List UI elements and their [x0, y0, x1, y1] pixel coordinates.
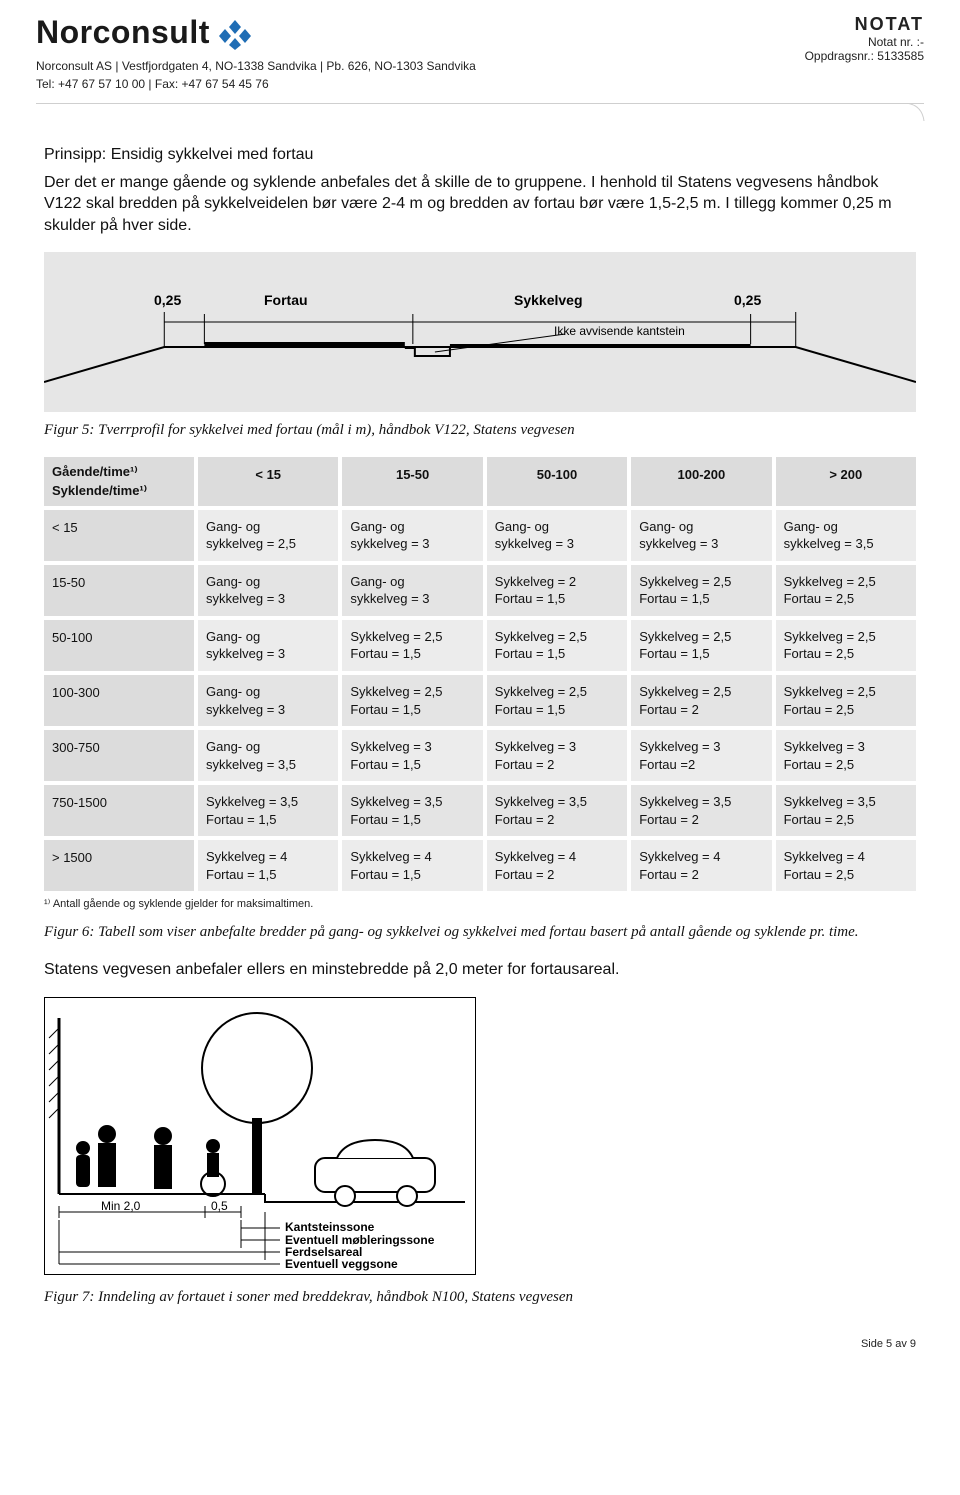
table-cell: Sykkelveg = 3,5 Fortau = 2,5 — [776, 785, 916, 836]
table-cell: Sykkelveg = 2,5 Fortau = 1,5 — [342, 675, 482, 726]
table-cell: Gang- og sykkelveg = 3 — [487, 510, 627, 561]
table-cell: Sykkelveg = 3 Fortau = 1,5 — [342, 730, 482, 781]
table-cell: Sykkelveg = 4 Fortau = 1,5 — [342, 840, 482, 891]
table-row-header: 300-750 — [44, 730, 194, 781]
table-cell: Gang- og sykkelveg = 3 — [198, 675, 338, 726]
table-col-header: 50-100 — [487, 457, 627, 505]
fig5-left-shoulder: 0,25 — [154, 292, 181, 308]
header-rule-curve — [36, 104, 924, 122]
figure-7-sketch: Min 2,0 0,5 Kantsteinssone Eventuell møb… — [44, 997, 476, 1275]
table-row-header: < 15 — [44, 510, 194, 561]
table-cell: Sykkelveg = 2,5 Fortau = 1,5 — [487, 675, 627, 726]
table-col-header: > 200 — [776, 457, 916, 505]
figure-5-cross-section: 0,25 Fortau Sykkelveg 0,25 Ikke avvisend… — [44, 252, 916, 412]
page-footer: Side 5 av 9 — [0, 1334, 960, 1368]
table-cell: Sykkelveg = 4 Fortau = 1,5 — [198, 840, 338, 891]
table-cell: Sykkelveg = 3,5 Fortau = 2 — [487, 785, 627, 836]
table-col-header: 100-200 — [631, 457, 771, 505]
fig7-min-label: Min 2,0 — [101, 1199, 141, 1213]
table-cell: Sykkelveg = 2,5 Fortau = 1,5 — [342, 620, 482, 671]
table-cell: Gang- og sykkelveg = 2,5 — [198, 510, 338, 561]
fig5-sykkelveg-label: Sykkelveg — [514, 292, 583, 308]
table-cell: Sykkelveg = 3,5 Fortau = 2 — [631, 785, 771, 836]
table-cell: Sykkelveg = 2,5 Fortau = 2,5 — [776, 620, 916, 671]
figure-6-caption: Figur 6: Tabell som viser anbefalte bred… — [44, 924, 916, 941]
doc-type: NOTAT — [805, 14, 924, 35]
paragraph-minwidth: Statens vegvesen anbefaler ellers en min… — [44, 959, 916, 981]
table-cell: Sykkelveg = 2,5 Fortau = 1,5 — [631, 620, 771, 671]
fig7-legend-0: Kantsteinssone — [285, 1220, 375, 1234]
table-cell: Gang- og sykkelveg = 3 — [198, 620, 338, 671]
table-cell: Sykkelveg = 2,5 Fortau = 2 — [631, 675, 771, 726]
table-cell: Gang- og sykkelveg = 3 — [631, 510, 771, 561]
table-col-header: 15-50 — [342, 457, 482, 505]
page-number: Side 5 av 9 — [861, 1338, 916, 1350]
table-cell: Sykkelveg = 3,5 Fortau = 1,5 — [198, 785, 338, 836]
oppdragsnr: Oppdragsnr.: 5133585 — [805, 49, 924, 63]
table-cell: Gang- og sykkelveg = 3 — [342, 565, 482, 616]
paragraph-intro: Der det er mange gående og syklende anbe… — [44, 172, 916, 237]
fig7-half-label: 0,5 — [211, 1199, 228, 1213]
table-cell: Sykkelveg = 3 Fortau = 2,5 — [776, 730, 916, 781]
fig7-legend-3: Eventuell veggsone — [285, 1257, 398, 1271]
company-address1: Norconsult AS | Vestfjordgaten 4, NO-133… — [36, 59, 476, 73]
table-footnote: ¹⁾ Antall gående og syklende gjelder for… — [44, 897, 916, 910]
table-cell: Sykkelveg = 3,5 Fortau = 1,5 — [342, 785, 482, 836]
table-cell: Sykkelveg = 4 Fortau = 2 — [631, 840, 771, 891]
table-cell: Sykkelveg = 3 Fortau =2 — [631, 730, 771, 781]
company-address2: Tel: +47 67 57 10 00 | Fax: +47 67 54 45… — [36, 77, 476, 91]
notat-nr: Notat nr. :- — [805, 35, 924, 49]
table-row-header: 750-1500 — [44, 785, 194, 836]
fig5-right-shoulder: 0,25 — [734, 292, 761, 308]
figure-5-caption: Figur 5: Tverrprofil for sykkelvei med f… — [44, 422, 916, 439]
table-row-header: 15-50 — [44, 565, 194, 616]
brand-block: Norconsult Norconsult AS | Vestfjordgate… — [36, 14, 476, 91]
dimension-table: Gående/time¹⁾Syklende/time¹⁾< 1515-5050-… — [44, 457, 916, 891]
page-header: Norconsult Norconsult AS | Vestfjordgate… — [0, 0, 960, 97]
page-content: Prinsipp: Ensidig sykkelvei med fortau D… — [0, 122, 960, 1334]
table-cell: Sykkelveg = 2,5 Fortau = 2,5 — [776, 565, 916, 616]
brand-name: Norconsult — [36, 14, 210, 51]
table-cell: Sykkelveg = 2,5 Fortau = 2,5 — [776, 675, 916, 726]
table-cell: Sykkelveg = 4 Fortau = 2 — [487, 840, 627, 891]
table-row-header: 100-300 — [44, 675, 194, 726]
table-row-header: 50-100 — [44, 620, 194, 671]
doc-meta: NOTAT Notat nr. :- Oppdragsnr.: 5133585 — [805, 14, 924, 63]
fig5-kantstein-label: Ikke avvisende kantstein — [554, 324, 685, 338]
table-cell: Sykkelveg = 2 Fortau = 1,5 — [487, 565, 627, 616]
table-col-header: < 15 — [198, 457, 338, 505]
fig5-fortau-label: Fortau — [264, 292, 308, 308]
figure-7-caption: Figur 7: Inndeling av fortauet i soner m… — [44, 1289, 916, 1306]
table-cell: Sykkelveg = 2,5 Fortau = 1,5 — [487, 620, 627, 671]
table-cell: Gang- og sykkelveg = 3,5 — [198, 730, 338, 781]
table-row-header: > 1500 — [44, 840, 194, 891]
table-corner: Gående/time¹⁾Syklende/time¹⁾ — [44, 457, 194, 505]
brand-logo-icon — [218, 18, 252, 55]
section-heading: Prinsipp: Ensidig sykkelvei med fortau — [44, 144, 916, 166]
table-cell: Gang- og sykkelveg = 3 — [198, 565, 338, 616]
table-cell: Sykkelveg = 2,5 Fortau = 1,5 — [631, 565, 771, 616]
table-cell: Gang- og sykkelveg = 3 — [342, 510, 482, 561]
table-cell: Sykkelveg = 3 Fortau = 2 — [487, 730, 627, 781]
table-cell: Sykkelveg = 4 Fortau = 2,5 — [776, 840, 916, 891]
table-cell: Gang- og sykkelveg = 3,5 — [776, 510, 916, 561]
